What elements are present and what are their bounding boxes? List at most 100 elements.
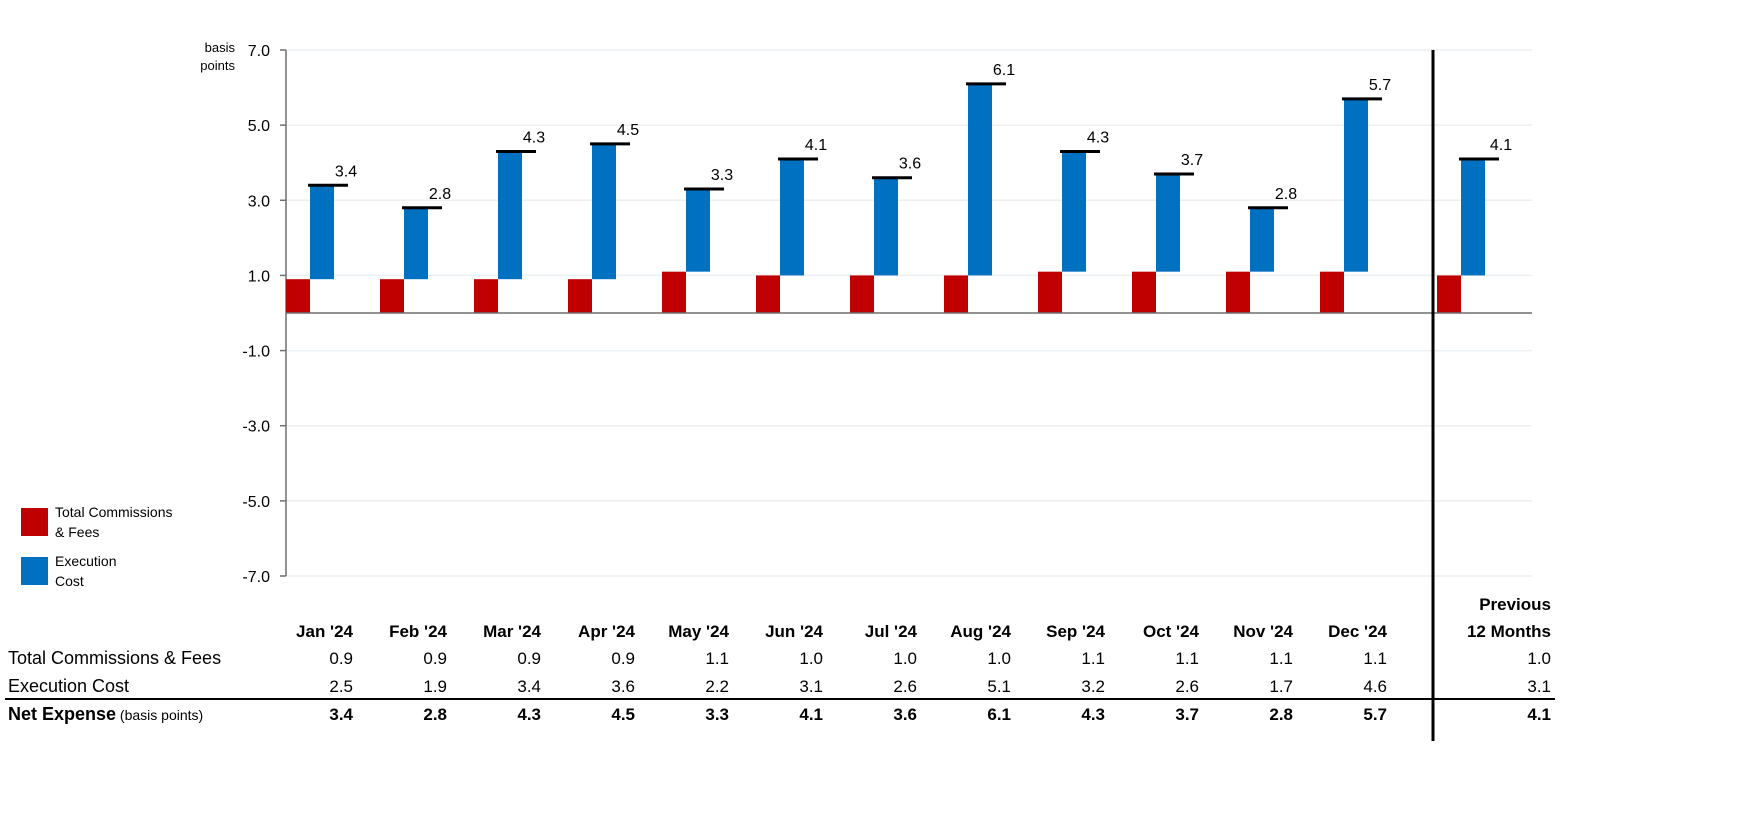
net-expense-label: 4.1: [805, 137, 827, 154]
y-tick-label: -5.0: [242, 494, 270, 511]
table-cell: 1.1: [1081, 649, 1105, 668]
net-expense-label: 3.6: [899, 156, 921, 173]
y-tick-label: -1.0: [242, 344, 270, 361]
execution-bar: [1062, 151, 1086, 272]
table-cell: 1.0: [799, 649, 823, 668]
execution-bar: [780, 158, 804, 276]
table-cell: 1.0: [987, 649, 1011, 668]
category-label: Feb '24: [389, 622, 447, 641]
table-cell: 4.5: [611, 705, 635, 724]
table-cell: 3.2: [1081, 677, 1105, 696]
table-cell: 2.8: [423, 705, 447, 724]
summary-category-label: Previous: [1479, 595, 1551, 614]
execution-bar: [686, 189, 710, 272]
legend-label: Total Commissions: [55, 504, 172, 520]
y-tick-label: -7.0: [242, 569, 270, 586]
commission-bar: [1437, 275, 1461, 313]
table-cell: 1.7: [1269, 677, 1293, 696]
net-expense-label: 4.3: [1087, 129, 1109, 146]
category-label: Aug '24: [950, 622, 1011, 641]
commission-bar: [944, 275, 968, 313]
table-cell: 1.1: [1363, 649, 1387, 668]
table-cell: 3.4: [517, 677, 541, 696]
execution-bar: [1156, 173, 1180, 272]
table-cell: 5.1: [987, 677, 1011, 696]
y-tick-label: 5.0: [248, 118, 270, 135]
table-cell: 1.9: [423, 677, 447, 696]
execution-bar: [310, 185, 334, 280]
table-cell: 4.3: [1081, 705, 1105, 724]
net-expense-label: 4.1: [1490, 137, 1512, 154]
commission-bar: [850, 275, 874, 313]
table-cell: 1.1: [1269, 649, 1293, 668]
table-row-label: Net Expense (basis points): [8, 704, 203, 724]
execution-bar: [1461, 158, 1485, 276]
legend-label: Execution: [55, 553, 116, 569]
category-label: Jan '24: [296, 622, 354, 641]
execution-bar: [874, 177, 898, 276]
table-summary-cell: 3.1: [1527, 677, 1551, 696]
table-row-label: Execution Cost: [8, 676, 129, 696]
table-row-note: (basis points): [116, 707, 203, 723]
commission-bar: [286, 279, 310, 313]
category-label: Dec '24: [1328, 622, 1387, 641]
table-cell: 4.6: [1363, 677, 1387, 696]
table-cell: 1.1: [1175, 649, 1199, 668]
table-cell: 3.4: [329, 705, 353, 724]
table-cell: 2.5: [329, 677, 353, 696]
table-cell: 3.1: [799, 677, 823, 696]
net-expense-label: 3.4: [335, 163, 357, 180]
execution-bar: [498, 151, 522, 280]
summary-category-label: 12 Months: [1467, 622, 1551, 641]
commission-bar: [756, 275, 780, 313]
table-summary-cell: 4.1: [1527, 705, 1551, 724]
table-cell: 4.1: [799, 705, 823, 724]
category-label: Nov '24: [1233, 622, 1293, 641]
y-tick-label: 7.0: [248, 43, 270, 60]
table-summary-cell: 1.0: [1527, 649, 1551, 668]
table-cell: 1.0: [893, 649, 917, 668]
net-expense-label: 4.3: [523, 129, 545, 146]
commission-bar: [1038, 271, 1062, 313]
net-expense-label: 2.8: [429, 186, 451, 203]
table-cell: 0.9: [423, 649, 447, 668]
commission-bar: [662, 271, 686, 313]
table-cell: 1.1: [705, 649, 729, 668]
table-cell: 0.9: [517, 649, 541, 668]
execution-bar: [404, 207, 428, 280]
net-expense-label: 3.7: [1181, 152, 1203, 169]
table-cell: 6.1: [987, 705, 1011, 724]
unit-label: points: [200, 58, 235, 73]
net-expense-label: 4.5: [617, 122, 639, 139]
execution-bar: [968, 83, 992, 276]
category-label: May '24: [668, 622, 729, 641]
commission-bar: [1226, 271, 1250, 313]
table-cell: 5.7: [1363, 705, 1387, 724]
net-expense-label: 5.7: [1369, 77, 1391, 94]
legend-swatch: [21, 508, 48, 536]
execution-bar: [592, 143, 616, 280]
table-cell: 3.7: [1175, 705, 1199, 724]
commission-bar: [1132, 271, 1156, 313]
table-cell: 0.9: [329, 649, 353, 668]
y-tick-label: 1.0: [248, 268, 270, 285]
execution-bar: [1344, 98, 1368, 272]
table-cell: 2.2: [705, 677, 729, 696]
category-label: Sep '24: [1046, 622, 1105, 641]
table-cell: 3.6: [893, 705, 917, 724]
table-row-label: Total Commissions & Fees: [8, 648, 221, 668]
unit-label: basis: [205, 40, 236, 55]
table-cell: 3.6: [611, 677, 635, 696]
category-label: Jun '24: [765, 622, 823, 641]
net-expense-label: 2.8: [1275, 186, 1297, 203]
y-tick-label: -3.0: [242, 419, 270, 436]
commission-bar: [474, 279, 498, 313]
legend-label: Cost: [55, 573, 84, 589]
y-tick-label: 3.0: [248, 193, 270, 210]
table-cell: 2.8: [1269, 705, 1293, 724]
legend-label: & Fees: [55, 524, 99, 540]
commission-bar: [568, 279, 592, 313]
table-cell: 2.6: [893, 677, 917, 696]
category-label: Apr '24: [578, 622, 635, 641]
